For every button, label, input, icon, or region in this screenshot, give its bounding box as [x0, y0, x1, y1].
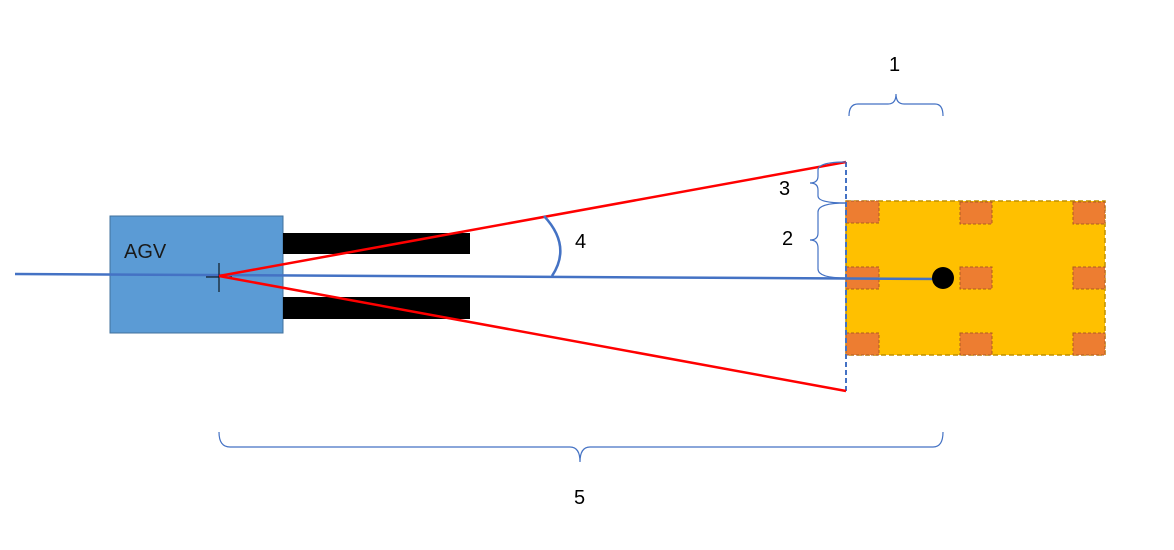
brace-upper-vertical	[809, 161, 847, 204]
brace-bottom	[218, 431, 944, 463]
label-4: 4	[575, 231, 586, 253]
pallet-block	[959, 201, 993, 225]
pallet-block	[845, 200, 880, 224]
pallet-block	[1072, 332, 1106, 356]
angle-arc	[543, 215, 562, 277]
target-dot	[932, 267, 954, 289]
pallet-block	[845, 332, 880, 356]
brace-lower-vertical	[809, 202, 847, 279]
label-5: 5	[574, 487, 585, 509]
pallet-block	[959, 266, 993, 290]
label-3: 3	[779, 178, 790, 200]
label-1: 1	[889, 54, 900, 76]
fov-ray-lower	[218, 274, 847, 393]
fov-ray-upper	[218, 160, 847, 278]
center-axis-line	[14, 272, 945, 281]
pallet-block	[1072, 201, 1106, 225]
pallet-block	[959, 332, 993, 356]
agv-label: AGV	[124, 241, 167, 263]
label-2: 2	[782, 228, 793, 250]
pallet-block	[1072, 266, 1106, 290]
brace-top	[848, 93, 944, 117]
